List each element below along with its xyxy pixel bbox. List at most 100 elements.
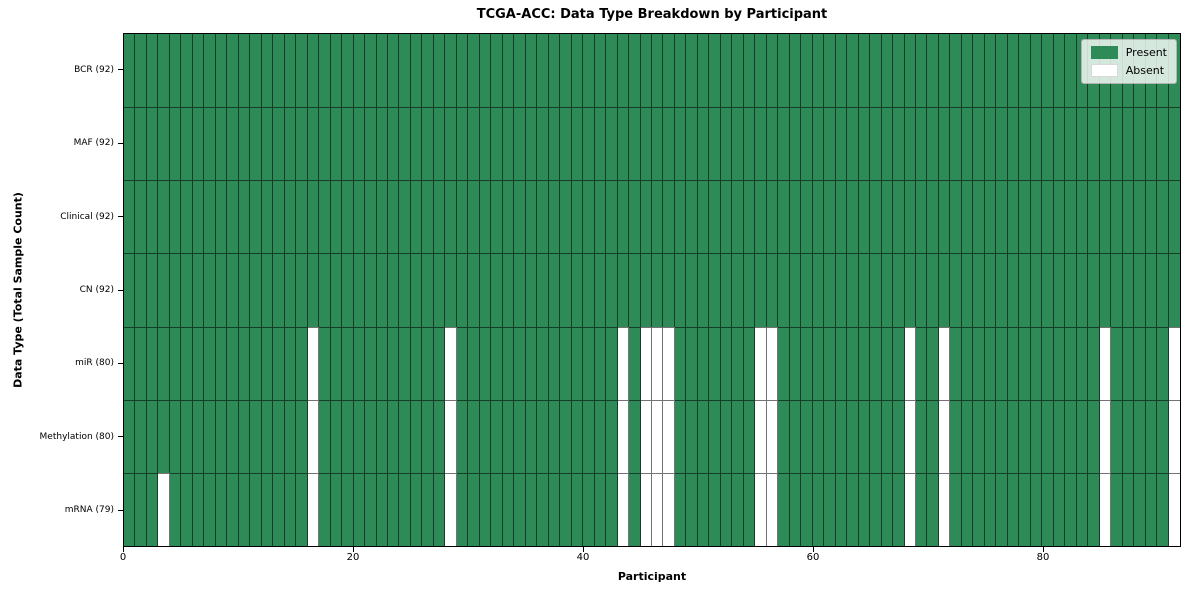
x-tick-mark — [1043, 547, 1044, 552]
cell-miR-83 — [1076, 326, 1089, 400]
cell-Clinical-85 — [1099, 180, 1112, 254]
cell-mRNA-89 — [1145, 472, 1158, 546]
cell-miR-21 — [365, 326, 377, 400]
cell-Clinical-48 — [674, 180, 687, 254]
cell-mRNA-56 — [766, 472, 779, 546]
cell-miR-3 — [158, 326, 170, 400]
cell-miR-35 — [525, 326, 538, 400]
cell-mRNA-38 — [560, 472, 572, 546]
x-tick-label: 0 — [119, 552, 127, 563]
cell-Clinical-65 — [870, 180, 882, 254]
cell-BCR-66 — [881, 34, 894, 108]
cell-Methylation-39 — [571, 399, 584, 473]
cell-Methylation-32 — [491, 399, 503, 473]
x-tick-label: 40 — [576, 552, 590, 563]
cell-MAF-74 — [973, 107, 985, 181]
cell-miR-41 — [594, 326, 607, 400]
cell-Clinical-33 — [502, 180, 515, 254]
cell-miR-8 — [215, 326, 228, 400]
cell-mRNA-63 — [847, 472, 859, 546]
cell-Clinical-42 — [606, 180, 618, 254]
cell-CN-23 — [388, 253, 400, 327]
cell-CN-50 — [697, 253, 710, 327]
cell-BCR-79 — [1030, 34, 1043, 108]
cell-miR-90 — [1157, 326, 1169, 400]
cell-CN-60 — [812, 253, 825, 327]
cell-CN-68 — [904, 253, 916, 327]
cell-MAF-65 — [870, 107, 882, 181]
cell-Clinical-78 — [1019, 180, 1031, 254]
cell-CN-91 — [1168, 253, 1180, 327]
cell-Clinical-81 — [1053, 180, 1066, 254]
cell-CN-17 — [319, 253, 331, 327]
cell-mRNA-8 — [215, 472, 228, 546]
cell-BCR-60 — [812, 34, 825, 108]
cell-CN-44 — [629, 253, 641, 327]
cell-Clinical-60 — [812, 180, 825, 254]
cell-CN-70 — [927, 253, 939, 327]
cell-Methylation-85 — [1099, 399, 1112, 473]
cell-Methylation-7 — [204, 399, 216, 473]
cell-MAF-80 — [1042, 107, 1054, 181]
cell-miR-22 — [376, 326, 388, 400]
cell-miR-59 — [801, 326, 813, 400]
cell-BCR-43 — [617, 34, 630, 108]
cell-CN-49 — [686, 253, 698, 327]
cell-Methylation-54 — [743, 399, 756, 473]
cell-mRNA-61 — [824, 472, 836, 546]
cell-MAF-52 — [720, 107, 733, 181]
cell-Methylation-31 — [479, 399, 492, 473]
cell-miR-32 — [491, 326, 503, 400]
cell-Clinical-55 — [755, 180, 767, 254]
cell-miR-44 — [629, 326, 641, 400]
cell-Clinical-88 — [1134, 180, 1146, 254]
x-tick-mark — [123, 547, 124, 552]
cell-Clinical-10 — [238, 180, 251, 254]
cell-mRNA-62 — [835, 472, 848, 546]
cell-MAF-78 — [1019, 107, 1031, 181]
cell-MAF-56 — [766, 107, 779, 181]
cell-Methylation-83 — [1076, 399, 1089, 473]
cell-Methylation-53 — [732, 399, 744, 473]
cell-Clinical-74 — [973, 180, 985, 254]
cell-Clinical-69 — [916, 180, 928, 254]
cell-Methylation-45 — [640, 399, 652, 473]
cell-Clinical-8 — [215, 180, 228, 254]
cell-MAF-75 — [984, 107, 997, 181]
cell-BCR-75 — [984, 34, 997, 108]
cell-mRNA-13 — [273, 472, 285, 546]
cell-miR-49 — [686, 326, 698, 400]
cell-BCR-8 — [215, 34, 228, 108]
cell-MAF-17 — [319, 107, 331, 181]
cell-BCR-33 — [502, 34, 515, 108]
y-axis-tick-labels: BCR (92) MAF (92) Clinical (92) CN (92) miR … — [0, 33, 114, 547]
cell-BCR-74 — [973, 34, 985, 108]
cell-BCR-5 — [181, 34, 193, 108]
cell-miR-15 — [296, 326, 308, 400]
cell-MAF-69 — [916, 107, 928, 181]
cell-Methylation-37 — [548, 399, 561, 473]
cell-mRNA-85 — [1099, 472, 1112, 546]
cell-Methylation-77 — [1007, 399, 1020, 473]
cell-MAF-18 — [330, 107, 343, 181]
cell-Clinical-47 — [663, 180, 675, 254]
cell-MAF-91 — [1168, 107, 1180, 181]
cell-mRNA-76 — [996, 472, 1008, 546]
cell-Clinical-19 — [342, 180, 354, 254]
legend-item-present: Present — [1090, 46, 1167, 59]
cell-BCR-47 — [663, 34, 675, 108]
cell-Methylation-64 — [858, 399, 871, 473]
cell-Methylation-2 — [146, 399, 159, 473]
cell-miR-17 — [319, 326, 331, 400]
cell-CN-84 — [1088, 253, 1100, 327]
cell-miR-80 — [1042, 326, 1054, 400]
cell-mRNA-42 — [606, 472, 618, 546]
cell-Methylation-68 — [904, 399, 916, 473]
cell-mRNA-84 — [1088, 472, 1100, 546]
cell-CN-0 — [124, 253, 136, 327]
cell-miR-19 — [342, 326, 354, 400]
cell-CN-37 — [548, 253, 561, 327]
cell-CN-66 — [881, 253, 894, 327]
cell-miR-16 — [307, 326, 320, 400]
